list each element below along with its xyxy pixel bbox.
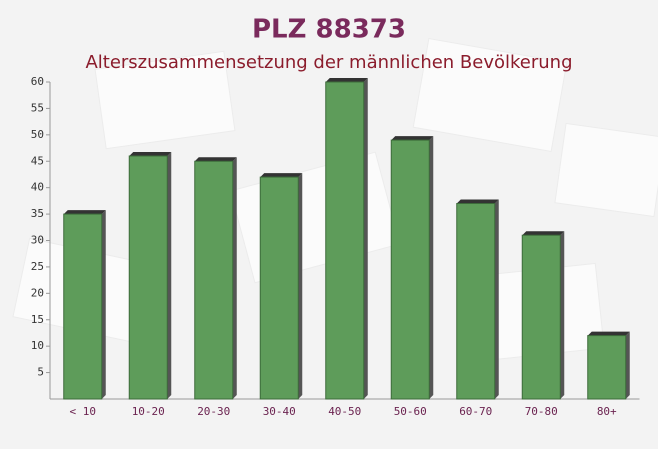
bar-top [260,173,303,178]
bar-top [129,151,172,156]
y-tick-label: 20 [31,286,44,299]
bar-top [194,157,237,162]
bar [521,234,561,400]
bar-side [560,231,565,399]
bar-top [325,78,368,82]
bar-top [456,199,499,204]
y-tick-label: 60 [31,75,44,88]
x-tick-label: 70-80 [525,405,558,418]
x-tick-label: 60-70 [459,405,492,418]
y-tick-label: 10 [31,339,44,352]
chart-title: PLZ 88373 [252,15,406,45]
y-tick-label: 55 [31,101,44,114]
y-tick-label: 35 [31,207,44,220]
y-tick-label: 30 [31,234,44,247]
bar [587,335,627,400]
bar-top [63,210,106,215]
x-tick-label: < 10 [70,405,97,418]
x-tick-label: 80+ [597,405,617,418]
bar [390,139,430,400]
bar [325,81,365,400]
x-tick-label: 30-40 [263,405,296,418]
y-tick-label: 25 [31,260,44,273]
x-tick-label: 40-50 [328,405,361,418]
y-tick-label: 15 [31,313,44,326]
x-tick-label: 20-30 [197,405,230,418]
bar-side [167,151,172,399]
bar-side [363,78,368,399]
y-tick-label: 45 [31,154,44,167]
bar-side [101,210,106,399]
x-tick-label: 50-60 [394,405,427,418]
bar-top [587,331,630,336]
bar [128,155,168,400]
bar [456,203,496,400]
bar-side [625,331,630,399]
bar-side [298,173,303,399]
y-tick-label: 50 [31,128,44,141]
chart-subtitle: Alterszusammensetzung der männlichen Bev… [85,52,572,73]
bar-top [391,136,434,141]
y-tick-label: 5 [37,366,44,379]
bar-side [494,199,499,399]
bar [63,213,103,400]
y-tick-label: 40 [31,181,44,194]
bar-side [232,157,237,399]
bar [259,176,299,400]
bar [194,160,234,400]
x-tick-label: 10-20 [132,405,165,418]
bar-side [429,136,434,399]
bar-top [522,231,565,236]
